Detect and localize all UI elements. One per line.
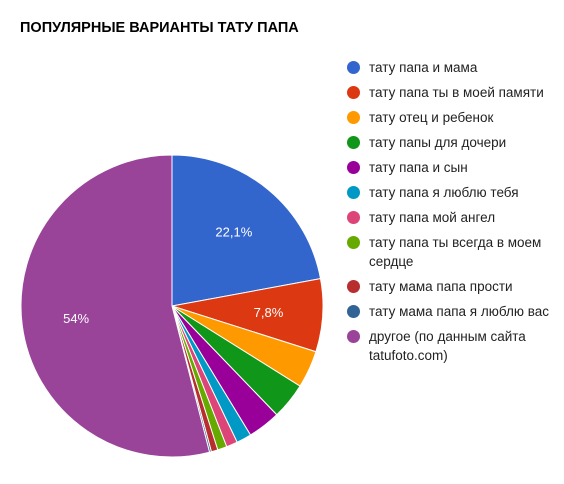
legend-swatch (347, 236, 360, 249)
legend-label: тату папа ты в моей памяти (369, 85, 544, 100)
legend-item[interactable]: тату мама папа я люблю вас (347, 302, 557, 321)
legend-item[interactable]: тату папы для дочери (347, 133, 557, 152)
legend-label: тату папа и мама (369, 60, 478, 75)
chart-title: ПОПУЛЯРНЫЕ ВАРИАНТЫ ТАТУ ПАПА (20, 20, 299, 36)
pie-slice[interactable] (20, 154, 211, 458)
legend-label: тату папы для дочери (369, 135, 507, 150)
legend-item[interactable]: тату папа ты всегда в моем сердце (347, 233, 557, 271)
legend-swatch (347, 136, 360, 149)
legend-swatch (347, 86, 360, 99)
legend-label: другое (по данным сайта tatufoto.com) (369, 329, 526, 363)
legend-swatch (347, 186, 360, 199)
legend: тату папа и мама тату папа ты в моей памя… (347, 58, 557, 371)
slice-data-label: 7,8% (254, 305, 284, 320)
legend-label: тату папа ты всегда в моем сердце (369, 235, 542, 269)
legend-swatch (347, 111, 360, 124)
legend-swatch (347, 61, 360, 74)
legend-label: тату отец и ребенок (369, 110, 494, 125)
legend-item[interactable]: тату папа я люблю тебя (347, 183, 557, 202)
legend-swatch (347, 280, 360, 293)
slice-data-label: 22,1% (215, 225, 252, 240)
legend-item[interactable]: тату папа и сын (347, 158, 557, 177)
legend-item[interactable]: тату отец и ребенок (347, 108, 557, 127)
legend-item[interactable]: другое (по данным сайта tatufoto.com) (347, 327, 557, 365)
legend-swatch (347, 305, 360, 318)
pie-slice[interactable] (171, 154, 322, 307)
legend-item[interactable]: тату мама папа прости (347, 277, 557, 296)
legend-swatch (347, 330, 360, 343)
legend-label: тату мама папа я люблю вас (369, 304, 550, 319)
legend-label: тату папа я люблю тебя (369, 185, 519, 200)
legend-item[interactable]: тату папа мой ангел (347, 208, 557, 227)
legend-label: тату мама папа прости (369, 279, 513, 294)
legend-label: тату папа и сын (369, 160, 468, 175)
legend-swatch (347, 211, 360, 224)
legend-item[interactable]: тату папа ты в моей памяти (347, 83, 557, 102)
legend-item[interactable]: тату папа и мама (347, 58, 557, 77)
legend-label: тату папа мой ангел (369, 210, 496, 225)
slice-data-label: 54% (63, 311, 89, 326)
legend-swatch (347, 161, 360, 174)
